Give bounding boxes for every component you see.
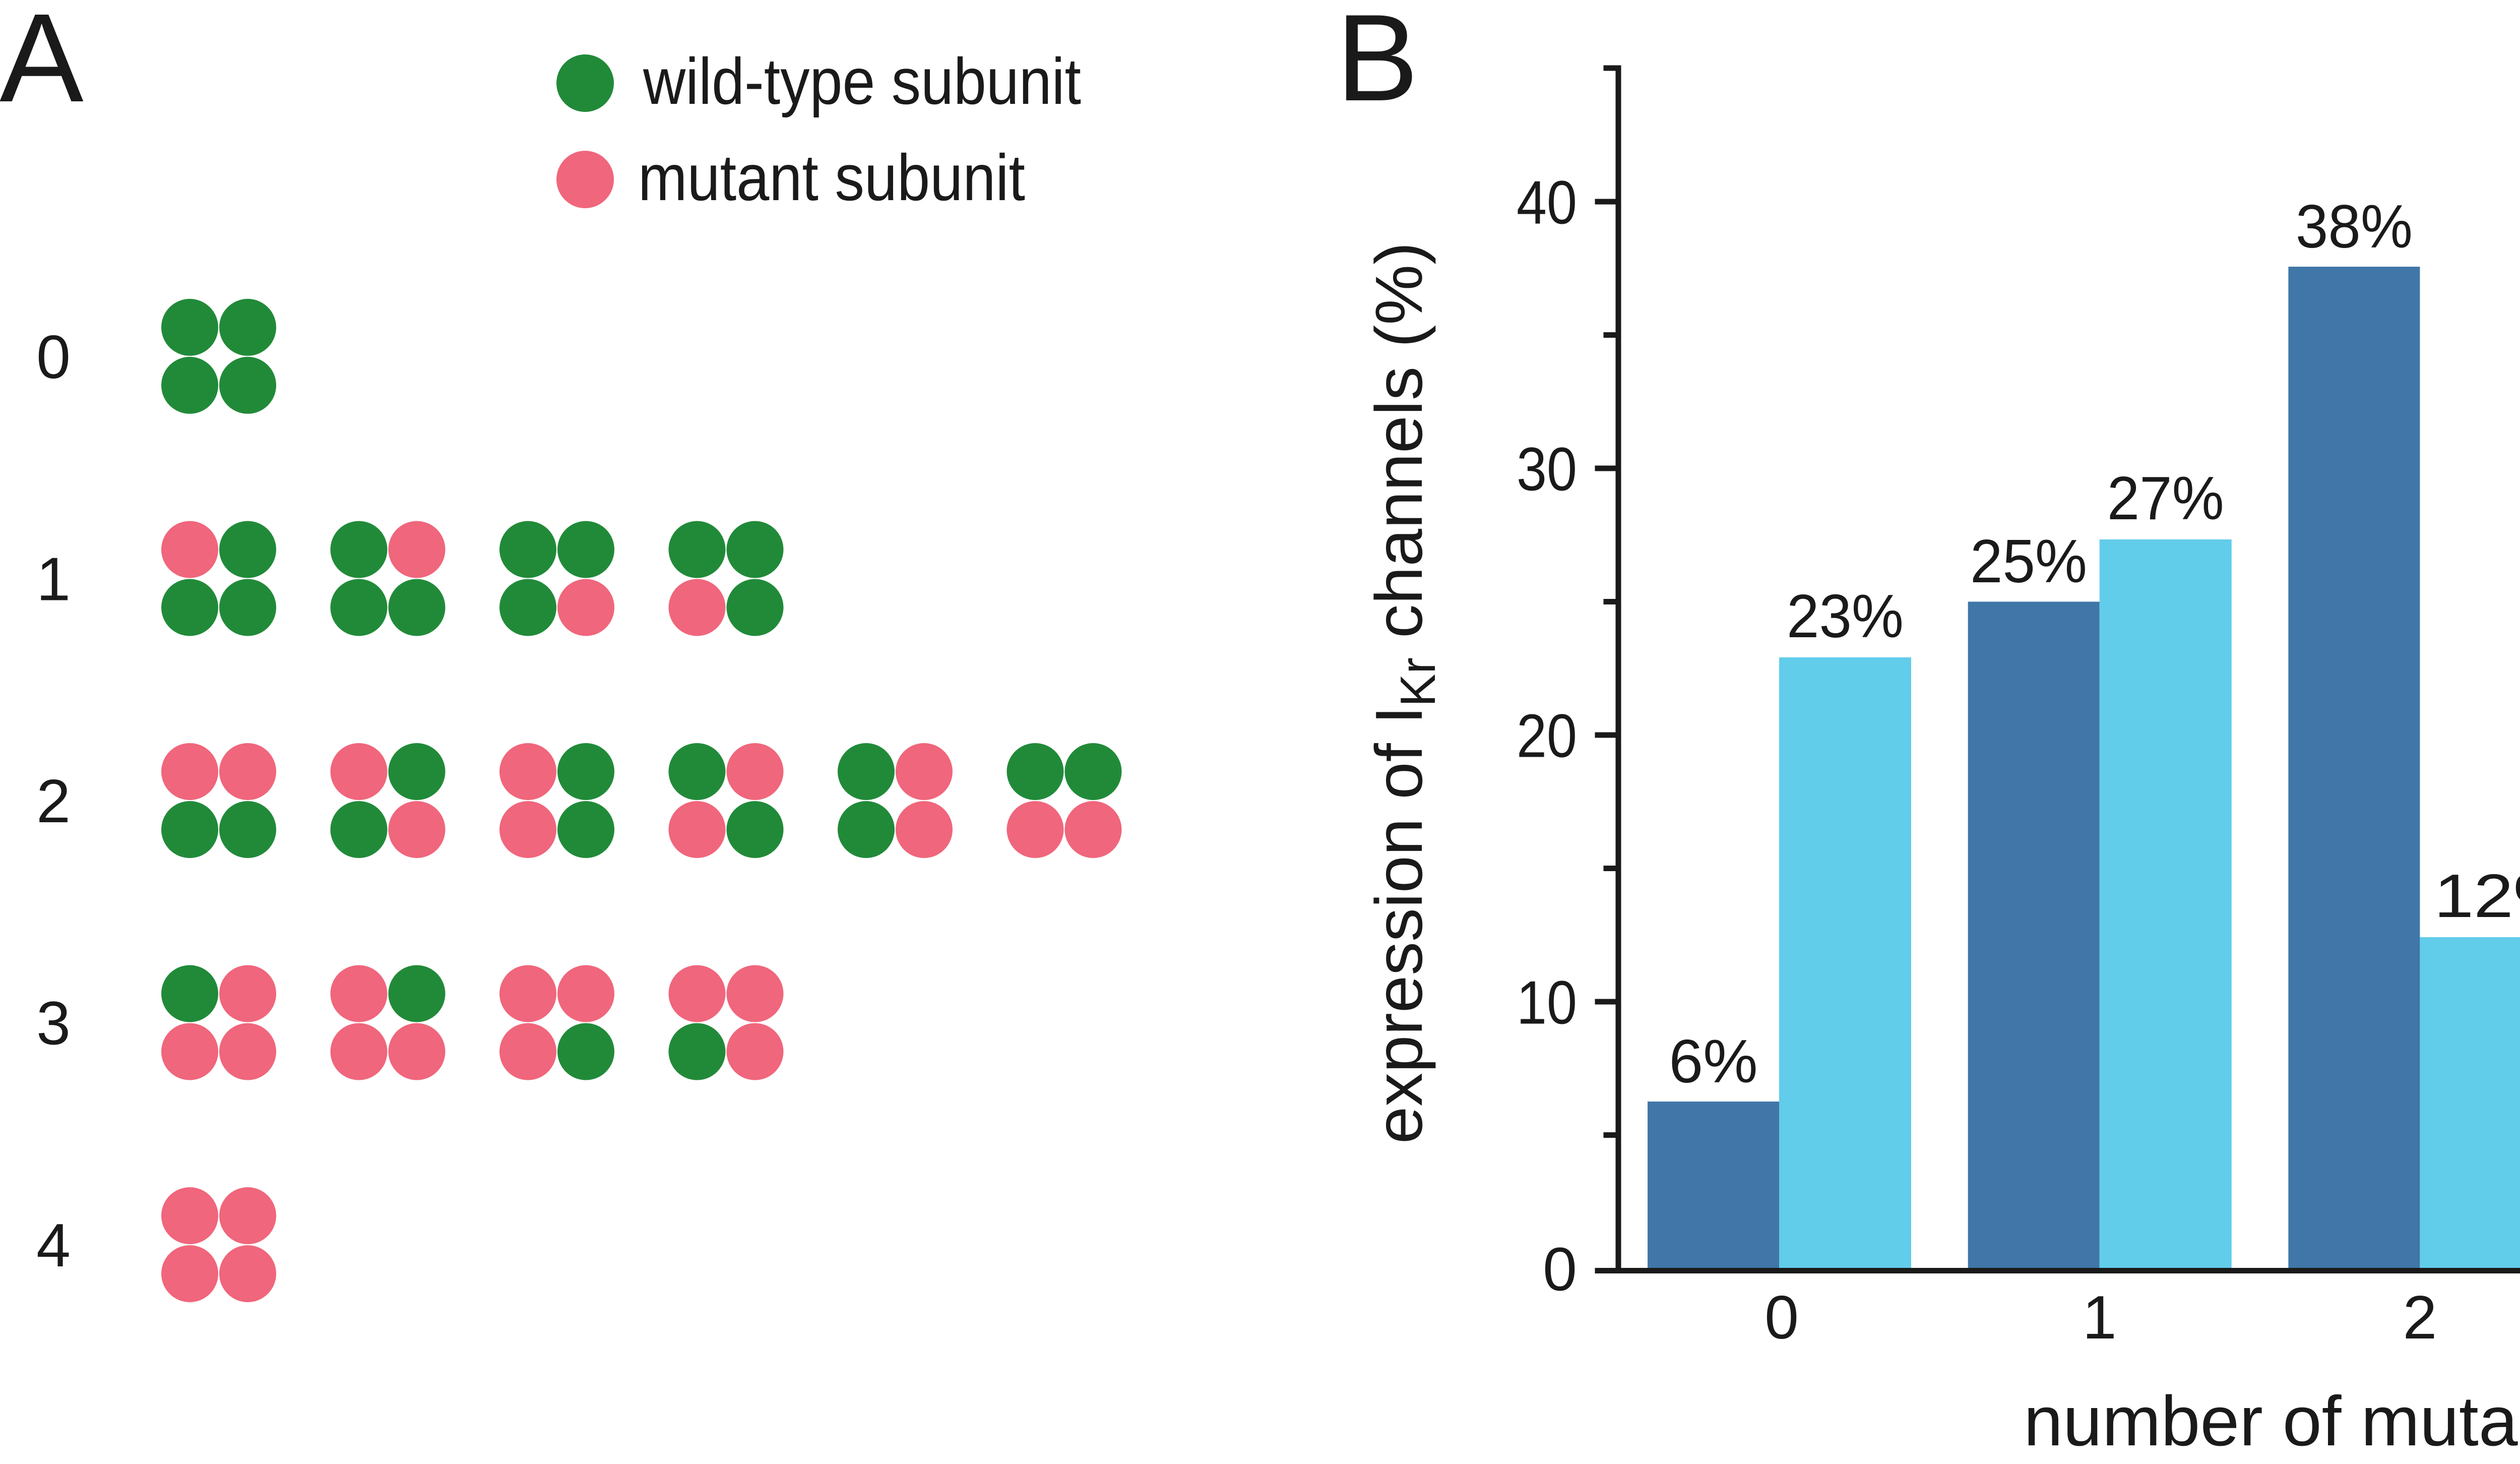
svg-text:38%: 38% (2296, 192, 2413, 261)
svg-text:expression of I: expression of I (1362, 706, 1436, 1144)
svg-text:2: 2 (36, 767, 71, 835)
svg-text:30: 30 (1517, 435, 1577, 504)
svg-text:mutant subunit: mutant subunit (638, 141, 1025, 214)
svg-text:40: 40 (1517, 168, 1577, 237)
svg-text:12%: 12% (2434, 862, 2520, 930)
svg-text:1: 1 (2083, 1283, 2117, 1352)
svg-text:27%: 27% (2107, 464, 2224, 532)
svg-text:10: 10 (1517, 968, 1577, 1037)
svg-text:0: 0 (1765, 1283, 1799, 1352)
svg-text:3: 3 (36, 989, 71, 1058)
svg-text:23%: 23% (1787, 582, 1904, 650)
svg-text:25%: 25% (1970, 527, 2087, 595)
svg-text:2: 2 (2403, 1283, 2437, 1352)
svg-text:Kr: Kr (1390, 657, 1445, 707)
svg-text:A: A (0, 0, 84, 128)
svg-text:20: 20 (1517, 702, 1577, 770)
svg-text:channels (%): channels (%) (1362, 242, 1436, 638)
svg-text:0: 0 (36, 323, 71, 391)
svg-text:B: B (1336, 0, 1418, 127)
svg-text:0: 0 (1543, 1235, 1577, 1304)
svg-text:1: 1 (36, 545, 71, 614)
svg-text:4: 4 (36, 1211, 71, 1279)
svg-text:6%: 6% (1669, 1027, 1757, 1095)
svg-text:wild-type subunit: wild-type subunit (643, 44, 1081, 118)
svg-text:number of mutant subunits: number of mutant subunits (2024, 1381, 2520, 1460)
